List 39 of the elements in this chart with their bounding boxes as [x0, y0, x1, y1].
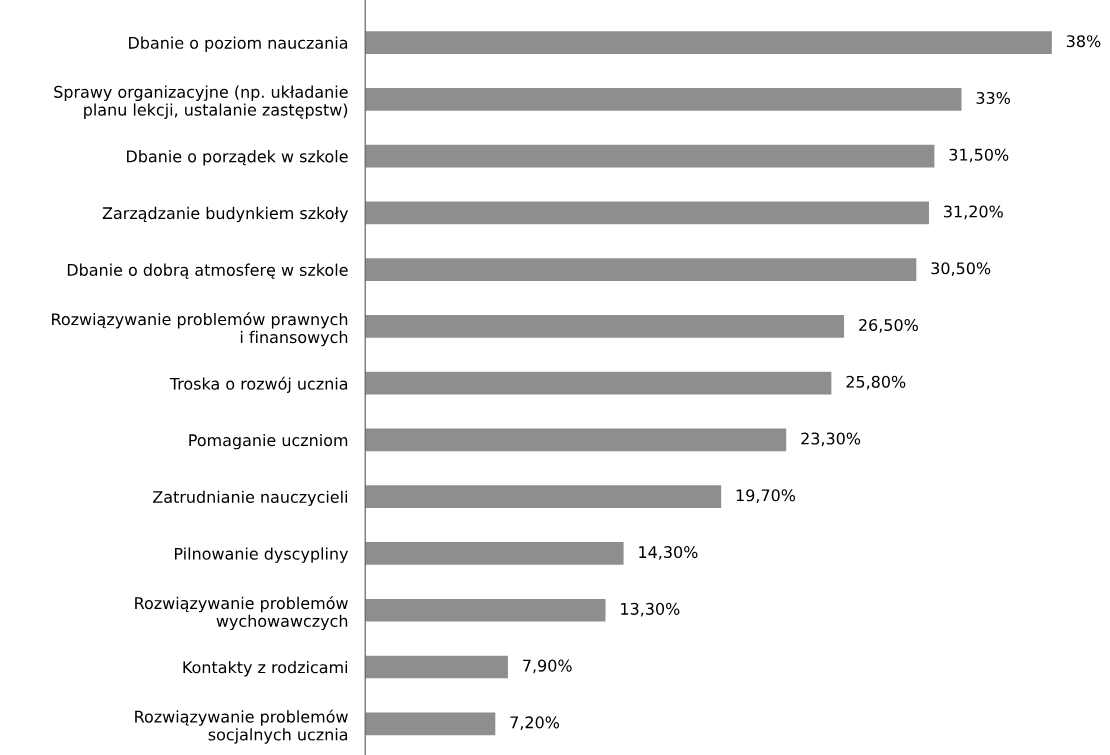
data-label: 23,30%	[801, 432, 861, 447]
bar	[365, 485, 722, 509]
bar	[365, 315, 845, 338]
data-label: 25,80%	[846, 375, 906, 390]
y-tick-label: Rozwiązywanie problemów wychowawczych	[135, 596, 348, 631]
bar	[365, 31, 1052, 54]
data-label: 13,30%	[621, 602, 680, 617]
y-tick-label: Pilnowanie dyscypliny	[175, 547, 349, 563]
y-tick-label: Dbanie o poziom nauczania	[129, 36, 348, 52]
bar	[365, 542, 624, 565]
bar	[365, 428, 787, 452]
bar	[365, 712, 496, 736]
y-tick-label: Zarządzanie budynkiem szkoły	[102, 206, 349, 223]
y-tick-label: Kontakty z rodzicami	[183, 660, 348, 677]
data-label: 31,50%	[949, 148, 1009, 163]
y-tick-label: Sprawy organizacyjne (np. układanie planu lekcji, ustalanie zastępstw)	[54, 85, 348, 119]
bar	[365, 371, 832, 395]
bar	[365, 144, 935, 168]
y-tick-label: Dbanie o dobrą atmosferę w szkole	[67, 263, 348, 279]
y-tick-label: Rozwiązywanie problemów prawnych i finansowych	[52, 312, 348, 347]
y-tick-label: Pomaganie uczniom	[189, 433, 348, 450]
y-tick-label: Troska o rozwój ucznia	[169, 376, 348, 393]
data-label: 14,30%	[639, 546, 698, 560]
data-label: 7,90%	[523, 659, 572, 674]
data-label: 26,50%	[859, 318, 918, 333]
bar	[365, 655, 508, 679]
y-tick-label: Dbanie o porządek w szkole	[127, 150, 348, 166]
y-tick-label: Zatrudnianie nauczycieli	[153, 490, 348, 507]
data-label: 30,50%	[931, 262, 991, 276]
y-tick-label: Rozwiązywanie problemów socjalnych ucznia	[135, 709, 348, 744]
data-label: 31,20%	[944, 205, 1003, 220]
bar	[365, 258, 917, 281]
data-label: 7,20%	[510, 716, 560, 731]
data-label: 33%	[976, 91, 1010, 104]
bar	[365, 598, 606, 622]
bar	[365, 87, 962, 111]
data-label: 38%	[1066, 35, 1101, 48]
bar	[365, 201, 929, 225]
data-label: 19,70%	[736, 489, 796, 503]
